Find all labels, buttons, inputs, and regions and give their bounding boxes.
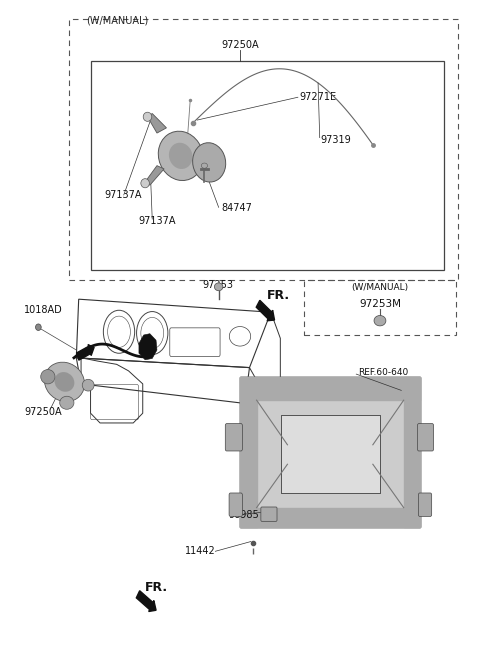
Text: REF.60-640: REF.60-640 [358, 369, 408, 377]
Text: 97250A: 97250A [221, 40, 259, 50]
FancyArrow shape [136, 591, 156, 612]
Ellipse shape [60, 396, 74, 409]
Polygon shape [139, 334, 157, 360]
Text: (W/MANUAL): (W/MANUAL) [351, 283, 408, 292]
Text: 96985: 96985 [228, 510, 259, 520]
Bar [69, 19, 458, 280]
Ellipse shape [143, 112, 152, 122]
FancyBboxPatch shape [261, 507, 277, 521]
Text: 11442: 11442 [185, 546, 216, 556]
Bar [281, 415, 380, 493]
Bar [304, 280, 456, 335]
Text: 97253M: 97253M [359, 299, 401, 309]
Text: 84747: 84747 [221, 203, 252, 213]
Text: 1018AD: 1018AD [24, 306, 63, 315]
Bar [240, 377, 420, 527]
Text: 97137A: 97137A [105, 190, 142, 200]
FancyBboxPatch shape [225, 424, 242, 451]
Text: 97319: 97319 [321, 135, 351, 145]
Ellipse shape [169, 143, 192, 169]
Ellipse shape [41, 369, 55, 384]
Bar [240, 377, 420, 527]
Ellipse shape [201, 163, 207, 168]
FancyBboxPatch shape [229, 493, 242, 516]
FancyArrow shape [77, 344, 94, 360]
Text: FR.: FR. [267, 290, 290, 302]
FancyArrow shape [256, 300, 275, 321]
Ellipse shape [44, 362, 84, 401]
Text: 97271E: 97271E [300, 92, 336, 102]
Bar [281, 415, 380, 493]
Text: (W/MANUAL): (W/MANUAL) [86, 16, 148, 26]
Text: 97137A: 97137A [138, 216, 176, 226]
FancyBboxPatch shape [418, 424, 433, 451]
Bar [91, 61, 444, 270]
FancyBboxPatch shape [419, 493, 432, 516]
Ellipse shape [158, 131, 203, 181]
Ellipse shape [215, 283, 223, 290]
Ellipse shape [374, 315, 386, 326]
Polygon shape [145, 166, 164, 185]
Text: FR.: FR. [145, 581, 168, 594]
Ellipse shape [36, 324, 41, 330]
Ellipse shape [55, 372, 74, 392]
Polygon shape [147, 114, 167, 133]
Ellipse shape [192, 143, 226, 182]
Ellipse shape [82, 379, 94, 391]
Text: 97250A: 97250A [24, 407, 62, 417]
Ellipse shape [141, 179, 149, 188]
Text: 97253: 97253 [202, 280, 233, 290]
